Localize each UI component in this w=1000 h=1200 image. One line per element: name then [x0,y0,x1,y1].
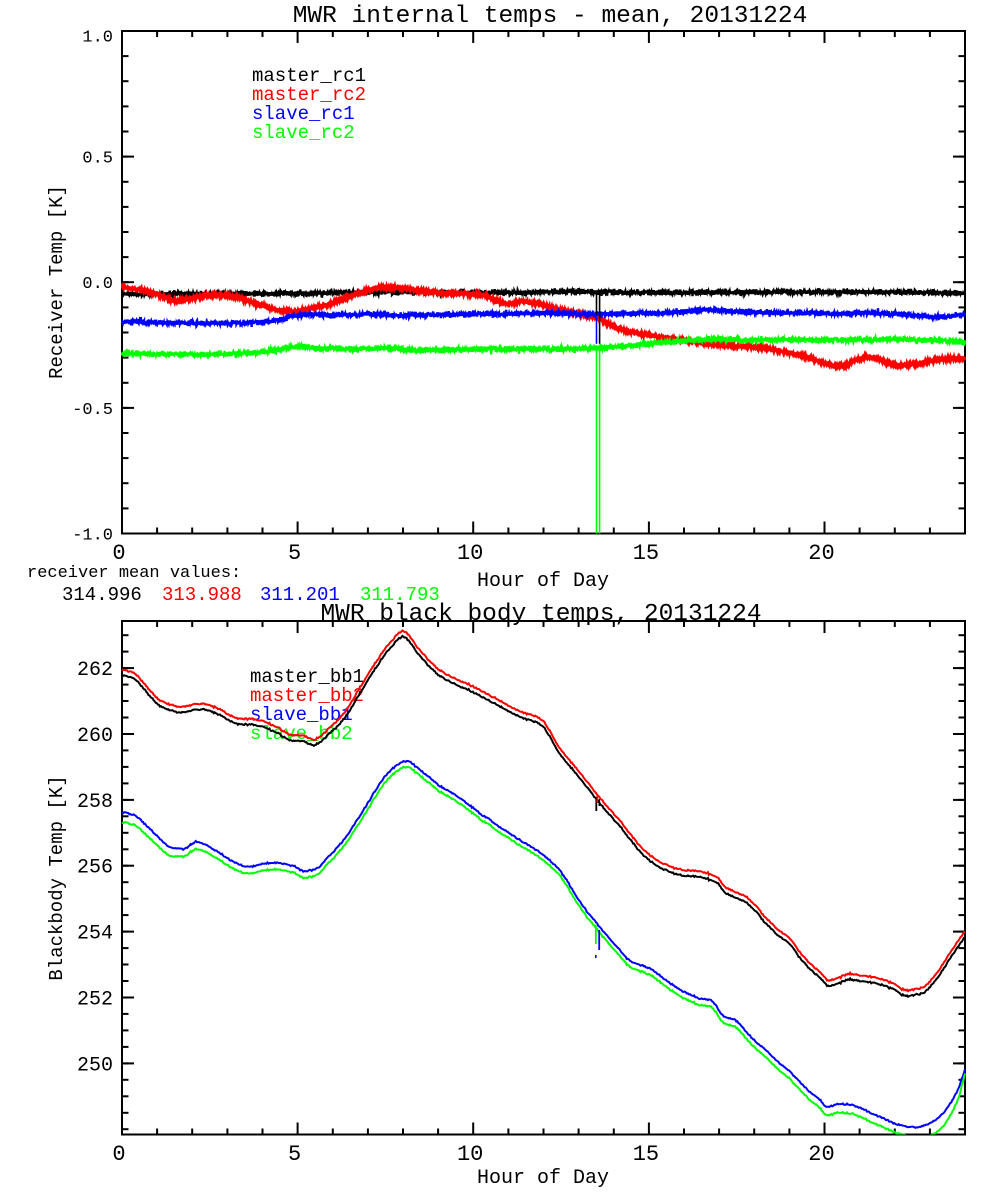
svg-text:262: 262 [77,659,113,682]
svg-text:Hour of Day: Hour of Day [477,1167,609,1190]
svg-text:1.0: 1.0 [82,29,113,48]
svg-text:10: 10 [457,1142,483,1167]
svg-text:0.5: 0.5 [82,150,113,169]
svg-text:5: 5 [288,541,301,566]
svg-text:MWR internal temps - mean, 201: MWR internal temps - mean, 20131224 [293,3,808,30]
svg-text:0.0: 0.0 [82,275,113,294]
svg-text:master_bb1: master_bb1 [250,666,364,688]
svg-text:15: 15 [633,541,659,566]
svg-text:5: 5 [288,1142,301,1167]
svg-text:311.201: 311.201 [260,584,340,606]
svg-text:master_bb2: master_bb2 [250,685,364,707]
svg-text:Hour of Day: Hour of Day [477,570,609,593]
svg-text:0: 0 [112,1142,125,1167]
svg-text:Receiver Temp [K]: Receiver Temp [K] [46,185,68,379]
svg-text:254: 254 [77,923,113,946]
svg-text:receiver mean values:: receiver mean values: [27,564,241,583]
svg-text:slave_rc2: slave_rc2 [252,122,355,144]
svg-text:256: 256 [77,857,113,880]
svg-text:10: 10 [457,541,483,566]
svg-text:-0.5: -0.5 [72,401,113,420]
svg-text:313.988: 313.988 [162,584,242,606]
svg-text:slave_rc1: slave_rc1 [252,103,355,125]
svg-text:slave_bb1: slave_bb1 [250,704,353,726]
svg-text:311.793: 311.793 [360,584,440,606]
svg-text:MWR black body temps, 20131224: MWR black body temps, 20131224 [320,601,761,628]
svg-text:260: 260 [77,725,113,748]
svg-text:20: 20 [808,541,834,566]
svg-text:master_rc2: master_rc2 [252,84,366,106]
svg-text:20: 20 [808,1142,834,1167]
svg-text:258: 258 [77,791,113,814]
svg-text:-1.0: -1.0 [72,527,113,546]
svg-text:master_rc1: master_rc1 [252,65,366,87]
svg-text:0: 0 [112,541,125,566]
svg-text:252: 252 [77,989,113,1012]
svg-text:Blackbody Temp [K]: Blackbody Temp [K] [46,775,68,980]
svg-text:250: 250 [77,1054,113,1077]
svg-text:314.996: 314.996 [62,584,142,606]
svg-text:15: 15 [633,1142,659,1167]
